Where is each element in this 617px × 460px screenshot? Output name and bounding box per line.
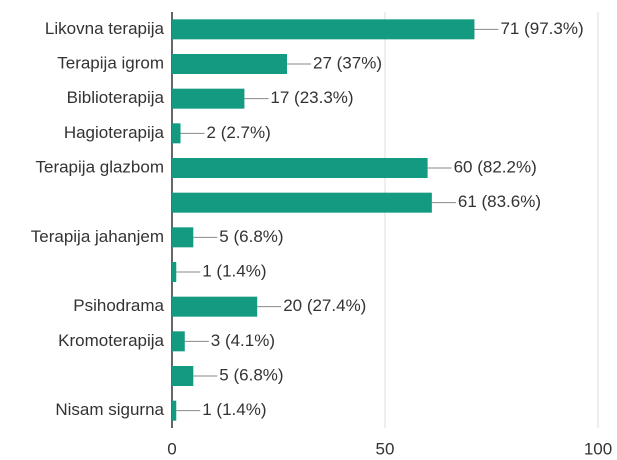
value-label: 60 (82.2%) xyxy=(454,157,537,176)
y-tick-label: Likovna terapija xyxy=(45,19,165,38)
value-label: 5 (6.8%) xyxy=(219,227,283,246)
bar xyxy=(172,54,288,74)
value-label: 17 (23.3%) xyxy=(270,88,353,107)
value-label: 2 (2.7%) xyxy=(207,123,271,142)
bar xyxy=(172,331,185,352)
value-label: 5 (6.8%) xyxy=(219,365,283,384)
value-label: 27 (37%) xyxy=(313,53,382,72)
y-tick-label: Terapija igrom xyxy=(57,53,164,72)
value-label: 3 (4.1%) xyxy=(211,331,275,350)
value-label: 61 (83.6%) xyxy=(458,192,541,211)
bar xyxy=(172,88,245,109)
y-tick-label: Terapija jahanjem xyxy=(31,227,164,246)
bar xyxy=(172,366,194,386)
y-tick-label: Biblioterapija xyxy=(67,88,165,107)
y-tick-label: Terapija glazbom xyxy=(35,157,164,176)
value-label: 1 (1.4%) xyxy=(202,400,266,419)
value-label: 20 (27.4%) xyxy=(283,296,366,315)
y-tick-label: Hagioterapija xyxy=(64,123,165,142)
bar xyxy=(172,296,258,317)
x-tick-label: 100 xyxy=(584,439,612,458)
y-tick-label: Psihodrama xyxy=(73,296,164,315)
bar xyxy=(172,192,432,213)
bar xyxy=(172,400,177,421)
value-label: 1 (1.4%) xyxy=(202,261,266,280)
y-tick-label: Kromoterapija xyxy=(58,331,164,350)
bar xyxy=(172,262,177,282)
bar xyxy=(172,227,194,248)
x-tick-label: 0 xyxy=(167,439,176,458)
y-tick-label: Nisam sigurna xyxy=(55,400,164,419)
bar xyxy=(172,158,428,178)
bar xyxy=(172,123,181,144)
bar xyxy=(172,19,475,40)
x-tick-label: 50 xyxy=(376,439,395,458)
value-label: 71 (97.3%) xyxy=(500,19,583,38)
